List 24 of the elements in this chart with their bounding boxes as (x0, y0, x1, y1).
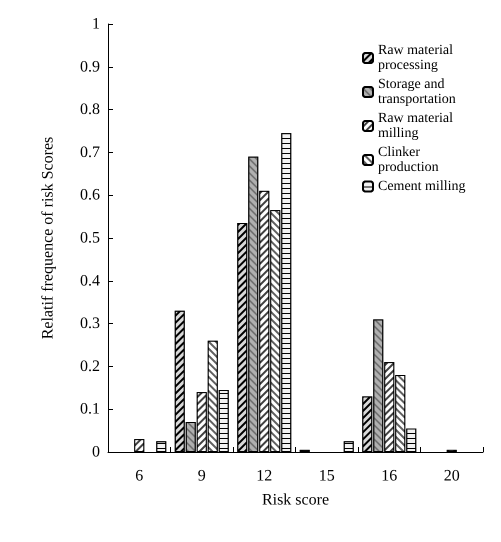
x-tick-label: 12 (256, 468, 272, 484)
x-tick-label: 6 (135, 468, 144, 484)
legend-label: Storage and transportation (378, 77, 456, 107)
y-tick-label: 0.1 (80, 400, 100, 418)
x-tick-label: 9 (198, 468, 206, 484)
x-tick-label: 16 (381, 468, 398, 484)
y-axis-title: Relatif frequence of risk Scores (40, 136, 56, 340)
y-tick-label: 0.4 (80, 272, 100, 290)
y-tick-label: 0.7 (80, 144, 100, 161)
y-tick-label: 0.9 (80, 58, 100, 76)
x-axis-title: Risk score (262, 492, 330, 508)
y-tick-label: 0.8 (80, 101, 100, 118)
legend-label: Clinker production (378, 145, 439, 175)
x-tick-label: 15 (318, 468, 335, 484)
x-tick-label: 20 (444, 468, 460, 484)
y-tick-label: 0.6 (80, 186, 100, 204)
legend-label: Raw material processing (378, 43, 457, 73)
legend-label: Cement milling (378, 179, 466, 194)
y-tick-label: 0.2 (80, 358, 100, 375)
y-tick-label: 0.5 (80, 230, 100, 246)
y-tick-label: 1 (92, 16, 100, 32)
legend-label: Raw material milling (378, 111, 457, 141)
y-tick-label: 0.3 (80, 315, 100, 332)
y-tick-label: 0 (92, 444, 100, 460)
